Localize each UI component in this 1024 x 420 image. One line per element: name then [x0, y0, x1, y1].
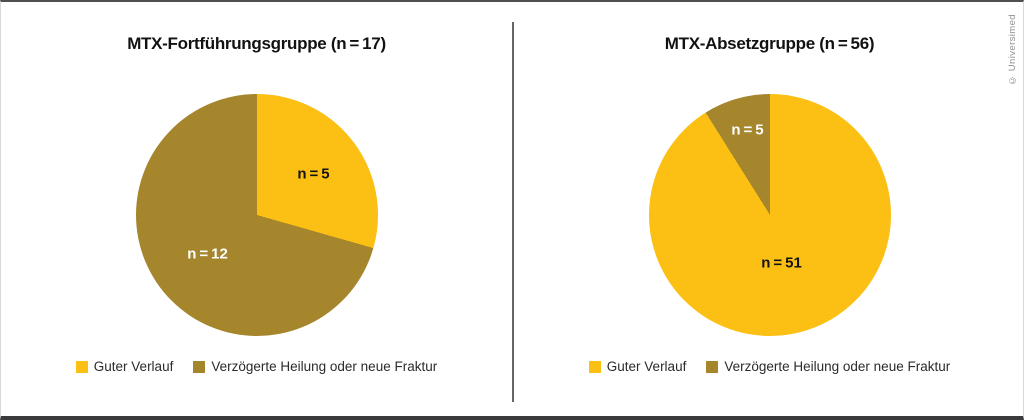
legend-item: Verzögerte Heilung oder neue Fraktur: [193, 359, 437, 374]
legend-swatch-icon: [75, 360, 88, 373]
legend-label: Guter Verlauf: [606, 359, 687, 374]
slice-label: n = 12: [187, 245, 228, 263]
panel-mtx-absetzgruppe: MTX-Absetzgruppe (n = 56) n = 51 n = 5 Gu…: [514, 2, 1023, 416]
legend-item: Verzögerte Heilung oder neue Fraktur: [706, 359, 950, 374]
legend-item: Guter Verlauf: [588, 359, 687, 374]
pie-chart: n = 5 n = 12: [135, 94, 378, 336]
legend: Guter Verlauf Verzögerte Heilung oder neu…: [514, 359, 1023, 374]
copyright-vertical-text: © Universimed: [1007, 14, 1018, 86]
chart-title: MTX-Absetzgruppe (n = 56): [664, 34, 875, 53]
legend-swatch-icon: [706, 360, 719, 373]
legend-label: Verzögerte Heilung oder neue Fraktur: [724, 359, 951, 374]
slice-label: n = 51: [761, 254, 802, 272]
slice-label: n = 5: [297, 165, 330, 183]
legend-label: Guter Verlauf: [93, 359, 174, 374]
legend-swatch-icon: [588, 360, 601, 373]
legend-swatch-icon: [193, 360, 206, 373]
legend: Guter Verlauf Verzögerte Heilung oder neu…: [1, 359, 512, 374]
slice-label: n = 5: [731, 121, 764, 139]
legend-label: Verzögerte Heilung oder neue Fraktur: [211, 359, 438, 374]
chart-title: MTX-Fortführungsgruppe (n = 17): [127, 34, 386, 53]
panel-divider: [512, 22, 514, 402]
pie-chart: n = 51 n = 5: [648, 94, 891, 336]
legend-item: Guter Verlauf: [75, 359, 174, 374]
